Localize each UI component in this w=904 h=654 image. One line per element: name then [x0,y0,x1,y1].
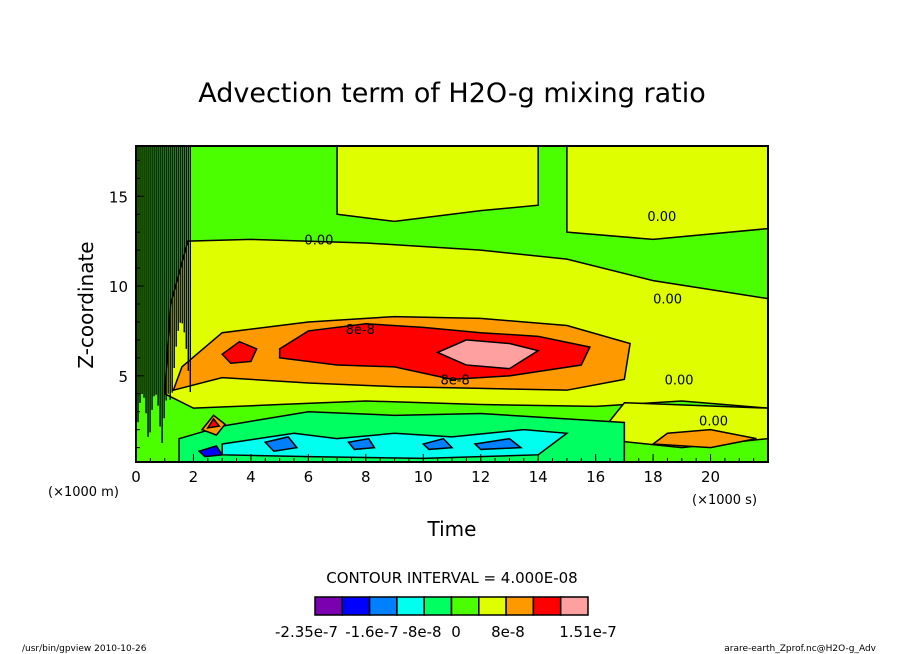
contour-region-17 [206,417,221,429]
y-tick-label: 15 [109,188,128,206]
x-tick-label: 4 [246,468,256,486]
contour-region-14 [473,437,524,451]
x-tick-label: 6 [304,468,314,486]
contour-label: -0.00 [300,233,334,248]
contour-region-12 [347,437,376,451]
footer-left: /usr/bin/gpview 2010-10-26 [22,644,147,654]
x-tick-label: 8 [361,468,371,486]
colorbar-swatch [478,596,507,616]
colorbar-label: 0 [451,623,461,641]
colorbar-swatch [314,596,344,616]
colorbar-label: -8e-8 [402,623,441,641]
contour-label: 8e-8 [441,373,470,388]
colorbar-swatch [505,596,535,616]
colorbar-swatch [423,596,453,616]
contour-label: 0.00 [665,373,694,388]
x-tick-label: 0 [131,468,141,486]
contour-label: 0.00 [647,210,676,225]
colorbar-label: 1.51e-7 [559,623,617,641]
x-tick-label: 18 [644,468,663,486]
x-tick-label: 20 [701,468,720,486]
contour-region-1 [336,146,539,223]
y-axis-label: Z-coordinate [74,241,98,368]
colorbar-swatch [532,596,562,616]
contour-region-11 [263,436,299,453]
contour-region-2 [566,146,768,241]
y-unit-label: (×1000 m) [48,485,119,500]
contour-interval: CONTOUR INTERVAL = 4.000E-08 [326,569,577,587]
contour-label: 0.00 [653,293,682,308]
contour-region-15 [197,444,224,458]
contour-region-7 [221,340,258,365]
colorbar-swatch [450,596,480,616]
colorbar [314,596,589,616]
contour-label: 8e-8 [346,323,375,338]
colorbar-label: -1.6e-7 [345,623,398,641]
colorbar-swatch [396,596,425,616]
chart-title: Advection term of H2O-g mixing ratio [198,78,706,109]
x-axis-label: Time [427,517,477,541]
x-tick-label: 10 [414,468,433,486]
x-tick-label: 14 [529,468,548,486]
colorbar-label: -2.35e-7 [275,623,338,641]
colorbar-swatch [559,596,589,616]
contour-region-10 [221,428,569,460]
contour-region-5 [651,428,757,449]
footer-right: arare-earth_Zprof.nc@H2O-g_Adv [724,644,876,654]
x-tick-label: 2 [189,468,199,486]
x-unit-label: (×1000 s) [692,493,757,508]
contour-label: 0.00 [699,415,728,430]
colorbar-swatch [341,596,371,616]
contour-region-8 [435,339,541,370]
colorbar-swatch [368,596,398,616]
x-tick-label: 12 [471,468,490,486]
noise-stripes [136,146,191,448]
colorbar-label: 8e-8 [491,623,525,641]
x-tick-label: 16 [586,468,605,486]
y-tick-label: 5 [118,368,128,386]
plot-area [136,146,768,462]
y-tick-label: 10 [109,278,128,296]
contour-region-13 [421,437,454,451]
